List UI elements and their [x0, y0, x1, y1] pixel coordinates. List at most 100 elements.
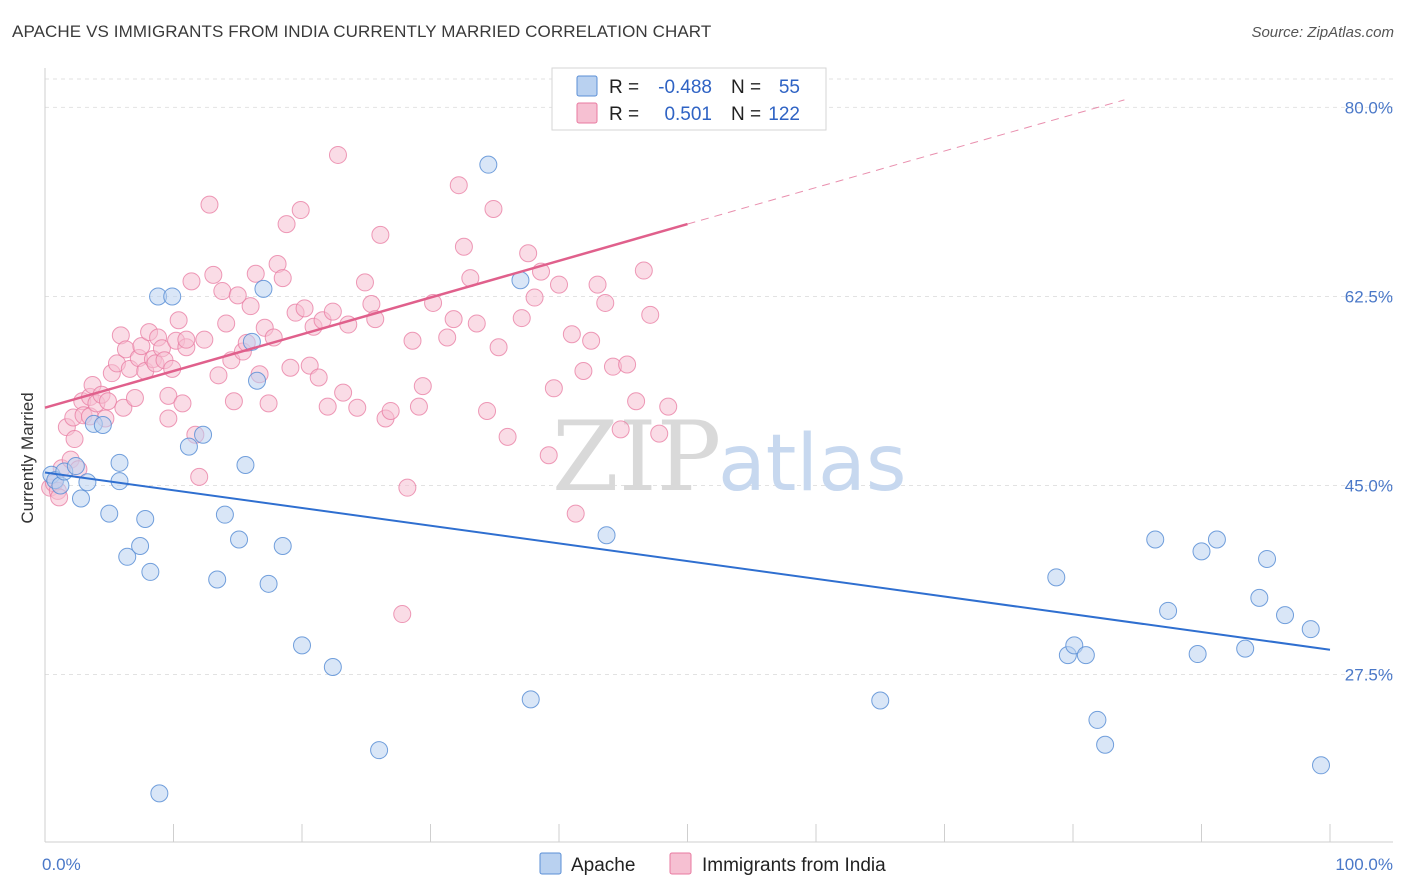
data-point-apache [1312, 756, 1331, 775]
data-point-apache [1301, 620, 1320, 639]
data-point-india [323, 302, 342, 321]
data-point-apache [370, 741, 389, 760]
series-legend-apache: Apache [571, 855, 635, 876]
data-point-apache [1188, 645, 1207, 664]
data-point-india [159, 409, 178, 428]
data-point-india [213, 282, 232, 301]
watermark-zip: ZIP [552, 401, 721, 513]
data-point-india [195, 330, 214, 349]
data-point-india [217, 314, 236, 333]
data-point-india [467, 314, 486, 333]
data-point-apache [293, 636, 311, 655]
data-point-india [200, 195, 219, 214]
series-legend-swatch-apache [539, 852, 562, 875]
data-point-apache [236, 455, 255, 474]
data-point-apache [1065, 636, 1084, 655]
data-point-india [582, 331, 601, 350]
x-tick-label-min: 0.0% [42, 855, 81, 874]
data-point-india [125, 389, 144, 408]
data-point-apache [66, 457, 85, 476]
data-point-india [355, 273, 374, 292]
data-point-india [182, 272, 201, 291]
axes [44, 68, 1393, 843]
data-point-india [409, 397, 428, 416]
data-point-india [291, 201, 310, 220]
data-point-india [309, 368, 328, 387]
legend-n-label-india: N = [731, 104, 761, 125]
grid-lines [45, 78, 1393, 676]
data-point-india [362, 295, 381, 314]
data-point-india [281, 358, 300, 377]
trend-lines [44, 99, 1331, 651]
data-point-india [228, 286, 247, 305]
data-point-india [277, 215, 296, 234]
y-axis-label: Currently Married [18, 392, 37, 523]
data-point-india [588, 275, 607, 294]
data-point-india [627, 392, 646, 411]
data-point-india [398, 478, 417, 497]
data-point-india [246, 264, 265, 283]
watermark: ZIP atlas [552, 401, 907, 513]
data-point-india [169, 311, 188, 330]
data-point-apache [208, 570, 227, 589]
data-point-apache [1076, 646, 1095, 665]
data-point-apache [248, 371, 267, 390]
data-point-apache [521, 690, 540, 709]
data-point-india [98, 392, 117, 411]
data-point-india [413, 377, 432, 396]
data-point-apache [254, 279, 273, 298]
data-point-apache [323, 657, 342, 676]
legend-r-label-apache: R = [609, 77, 639, 98]
data-point-india [449, 176, 468, 195]
data-point-india [114, 398, 133, 417]
data-point-apache [100, 504, 119, 523]
data-point-india [159, 386, 178, 405]
data-point-india [241, 297, 260, 316]
data-point-apache [597, 526, 616, 545]
data-point-india [562, 325, 581, 344]
data-point-india [348, 398, 367, 417]
series-legend-swatch-india [669, 852, 692, 875]
legend-r-label-india: R = [609, 104, 639, 125]
data-point-apache [93, 416, 112, 435]
data-point-apache [194, 425, 213, 444]
data-point-apache [1207, 530, 1226, 549]
legend-n-value-india: 122 [768, 104, 800, 125]
data-point-india [444, 310, 463, 329]
data-point-apache [273, 537, 292, 556]
data-point-india [650, 424, 669, 443]
data-point-apache [141, 562, 160, 581]
data-point-apache [1096, 735, 1115, 754]
data-point-india [550, 275, 568, 294]
data-point-india [318, 397, 337, 416]
watermark-atlas: atlas [718, 419, 907, 509]
stats-legend: R = -0.488 N = 55 R = 0.501 N = 122 [551, 67, 827, 131]
data-point-apache [1192, 542, 1211, 561]
data-point-india [438, 328, 457, 347]
data-point-india [334, 383, 353, 402]
data-point-apache [1159, 601, 1178, 620]
legend-n-label-apache: N = [731, 77, 761, 98]
data-point-apache [1236, 639, 1255, 658]
y-tick-label: 62.5% [1345, 287, 1393, 306]
data-point-india [65, 430, 84, 449]
data-point-india [224, 392, 243, 411]
data-point-apache [1276, 606, 1295, 625]
y-tick-label: 27.5% [1345, 666, 1393, 685]
data-point-india [596, 293, 615, 312]
data-point-apache [179, 437, 198, 456]
legend-swatch-apache [576, 75, 598, 97]
data-point-india [484, 199, 503, 218]
data-point-apache [110, 453, 129, 472]
data-point-india [539, 446, 558, 465]
data-point-india [209, 366, 228, 385]
data-point-india [519, 244, 538, 263]
trend-line-apache [44, 471, 1331, 651]
data-point-india [393, 605, 412, 624]
data-point-apache [1047, 568, 1066, 587]
data-point-india [173, 394, 192, 413]
data-point-india [611, 420, 630, 439]
data-point-india [132, 337, 151, 356]
data-point-apache [78, 473, 97, 492]
